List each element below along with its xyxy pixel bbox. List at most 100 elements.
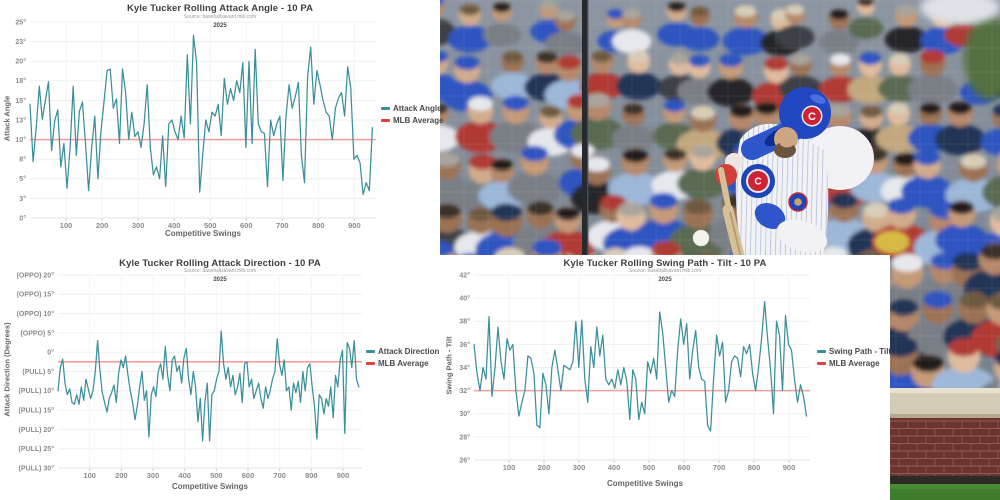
svg-text:42°: 42° [459,271,470,279]
svg-text:0°: 0° [47,349,54,357]
x-axis-label: Competitive Swings [171,482,249,491]
svg-text:3°: 3° [19,195,26,203]
legend-series-label: Swing Path - Tilt [829,347,892,356]
swing-path-tilt-plot-area: 100 200 300 400 500 600 700 800 900 42° 40° 38° 36° 3… [459,271,810,472]
svg-text:30°: 30° [459,410,470,418]
attack-direction-plot-area: 100 200 300 400 500 600 700 800 900 (OPPO) 20° (OP… [17,271,362,480]
svg-text:26°: 26° [459,456,470,464]
svg-text:34°: 34° [459,364,470,372]
svg-text:300: 300 [573,463,586,472]
svg-text:(PULL) 20°: (PULL) 20° [19,426,55,434]
legend-series-label: Attack Angle [393,104,442,113]
legend-entry-series: Attack Direction [366,347,439,356]
series-line-swatch [817,350,826,353]
average-line-swatch [381,119,390,122]
svg-text:25°: 25° [15,18,26,26]
svg-text:300: 300 [132,221,145,230]
legend-entry-series: Attack Angle [381,104,444,113]
legend-entry-average: MLB Average [817,359,891,368]
svg-text:10°: 10° [15,136,26,144]
svg-text:38°: 38° [459,318,470,326]
chart-year: 2025 [213,277,227,283]
svg-text:900: 900 [337,471,350,480]
chart-source: Source: baseballsavant.mlb.com [183,268,257,274]
svg-text:700: 700 [273,471,286,480]
chart-swing-path-tilt: 100 200 300 400 500 600 700 800 900 42° 40° 38° 36° 3… [440,255,891,500]
svg-text:(OPPO) 5°: (OPPO) 5° [20,329,54,337]
svg-text:500: 500 [204,221,217,230]
chart-attack-direction: 100 200 300 400 500 600 700 800 900 (OPPO) 20° (OP… [0,255,440,500]
legend-average-label: MLB Average [378,359,429,368]
svg-text:100: 100 [503,463,516,472]
svg-text:200: 200 [538,463,551,472]
legend-average-label: MLB Average [393,116,444,125]
svg-text:500: 500 [643,463,656,472]
svg-text:600: 600 [678,463,691,472]
svg-text:23°: 23° [15,38,26,46]
svg-text:C: C [754,177,761,188]
svg-text:(PULL) 15°: (PULL) 15° [19,407,55,415]
batter: CC [692,87,910,270]
chart-year: 2025 [213,23,227,29]
svg-text:700: 700 [713,463,726,472]
svg-text:C: C [808,111,816,123]
chart-source: Source: baseballsavant.mlb.com [628,268,702,274]
baseball [692,229,710,247]
svg-text:300: 300 [147,471,160,480]
svg-text:(PULL) 30°: (PULL) 30° [19,464,55,472]
svg-text:600: 600 [242,471,255,480]
helmet-c-logo [803,107,821,125]
series-line-swatch [366,350,375,353]
attack-angle-plot-area: 100 200 300 400 500 600 700 800 900 25° 23° 20° 18° 1… [15,18,376,230]
chart-source: Source: baseballsavant.mlb.com [183,14,257,20]
svg-text:800: 800 [312,221,325,230]
svg-text:5°: 5° [19,175,26,183]
legend: Swing Path - Tilt MLB Average [817,347,891,368]
svg-text:200: 200 [96,221,109,230]
svg-text:(OPPO) 15°: (OPPO) 15° [17,291,55,299]
y-axis-label: Attack Angle [2,95,12,142]
x-axis-label: Competitive Swings [606,479,684,488]
legend-series-label: Attack Direction [378,347,440,356]
svg-text:400: 400 [168,221,181,230]
chart-year: 2025 [658,277,672,283]
svg-text:800: 800 [748,463,761,472]
foliage [964,16,1000,100]
svg-text:(OPPO) 10°: (OPPO) 10° [17,310,55,318]
svg-text:100: 100 [60,221,73,230]
average-line-swatch [817,362,826,365]
svg-text:13°: 13° [15,116,26,124]
svg-text:200: 200 [115,471,128,480]
chart-title: Kyle Tucker Rolling Swing Path - Tilt - … [563,258,767,269]
svg-text:(PULL) 5°: (PULL) 5° [22,368,54,376]
svg-text:800: 800 [305,471,318,480]
average-line-swatch [366,362,375,365]
chart-title: Kyle Tucker Rolling Attack Angle - 10 PA [126,3,314,14]
svg-text:40°: 40° [459,295,470,303]
svg-text:400: 400 [178,471,191,480]
svg-text:8°: 8° [19,156,26,164]
svg-text:900: 900 [348,221,361,230]
svg-text:(PULL) 25°: (PULL) 25° [19,445,55,453]
chart-attack-angle: 100 200 300 400 500 600 700 800 900 25° 23° 20° 18° 1… [0,0,444,255]
svg-text:(OPPO) 20°: (OPPO) 20° [17,271,55,279]
legend: Attack Direction MLB Average [366,347,439,368]
svg-text:900: 900 [783,463,796,472]
svg-text:100: 100 [83,471,96,480]
y-axis-label: Swing Path - Tilt [444,336,454,395]
screen-pole [582,0,588,390]
svg-text:18°: 18° [15,77,26,85]
legend: Attack Angle MLB Average [381,104,444,125]
svg-text:36°: 36° [459,341,470,349]
svg-text:28°: 28° [459,433,470,441]
y-axis-label: Attack Direction (Degrees) [2,322,12,417]
series-line-swatch [381,107,390,110]
svg-text:600: 600 [240,221,253,230]
svg-text:20°: 20° [15,58,26,66]
svg-text:700: 700 [276,221,289,230]
legend-entry-average: MLB Average [366,359,439,368]
svg-text:500: 500 [210,471,223,480]
chart-title: Kyle Tucker Rolling Attack Direction - 1… [119,258,321,269]
svg-text:400: 400 [608,463,621,472]
